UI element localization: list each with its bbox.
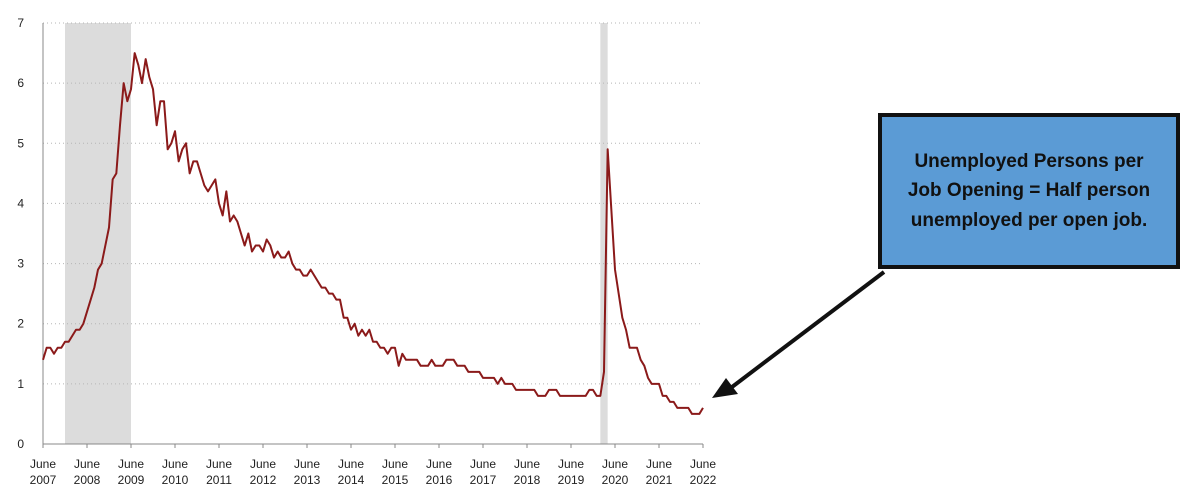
- recession-shading: [65, 23, 608, 444]
- x-tick-month: June: [74, 457, 100, 471]
- x-tick-year: 2017: [470, 473, 497, 487]
- callout-text: Unemployed Persons per Job Opening = Hal…: [907, 150, 1151, 231]
- x-tick-month: June: [118, 457, 144, 471]
- x-tick-month: June: [690, 457, 716, 471]
- x-tick-year: 2016: [426, 473, 453, 487]
- x-tick-year: 2009: [118, 473, 145, 487]
- y-tick-label: 3: [17, 257, 24, 271]
- y-tick-label: 4: [17, 196, 24, 210]
- axes: [42, 23, 703, 445]
- x-tick-month: June: [206, 457, 232, 471]
- x-tick-month: June: [162, 457, 188, 471]
- recession-band: [600, 23, 608, 444]
- x-tick-month: June: [250, 457, 276, 471]
- recession-band: [65, 23, 131, 444]
- x-tick-month: June: [30, 457, 56, 471]
- x-axis-ticks: June 2007 June 2008 June 2009 June 2010 June 2011…: [30, 444, 717, 487]
- y-tick-label: 6: [17, 76, 24, 90]
- x-tick-month: June: [426, 457, 452, 471]
- x-tick-month: June: [514, 457, 540, 471]
- callout-arrowhead: [712, 378, 738, 398]
- x-tick-year: 2018: [514, 473, 541, 487]
- y-tick-label: 1: [17, 377, 24, 391]
- x-tick-year: 2007: [30, 473, 57, 487]
- x-tick-month: June: [294, 457, 320, 471]
- x-tick-year: 2015: [382, 473, 409, 487]
- y-tick-label: 7: [17, 16, 24, 30]
- y-tick-label: 5: [17, 136, 24, 150]
- x-tick-year: 2014: [338, 473, 365, 487]
- callout-box: Unemployed Persons per Job Opening = Hal…: [878, 113, 1180, 269]
- x-tick-year: 2021: [646, 473, 673, 487]
- x-tick-year: 2013: [294, 473, 321, 487]
- x-tick-year: 2020: [602, 473, 629, 487]
- series-line: [42, 52, 704, 415]
- x-tick-month: June: [558, 457, 584, 471]
- x-tick-year: 2008: [74, 473, 101, 487]
- x-tick-month: June: [646, 457, 672, 471]
- x-tick-year: 2012: [250, 473, 277, 487]
- callout-arrow: [712, 270, 886, 398]
- x-tick-year: 2010: [162, 473, 189, 487]
- y-tick-label: 2: [17, 317, 24, 331]
- x-tick-year: 2022: [690, 473, 717, 487]
- callout-arrow-line: [730, 270, 886, 389]
- y-axis-ticks: 0 1 2 3 4 5 6 7: [17, 16, 24, 451]
- y-tick-label: 0: [17, 437, 24, 451]
- x-tick-month: June: [338, 457, 364, 471]
- x-tick-year: 2011: [206, 473, 232, 487]
- x-tick-month: June: [470, 457, 496, 471]
- x-tick-month: June: [602, 457, 628, 471]
- x-tick-year: 2019: [558, 473, 585, 487]
- series-layer: [42, 52, 704, 415]
- x-tick-month: June: [382, 457, 408, 471]
